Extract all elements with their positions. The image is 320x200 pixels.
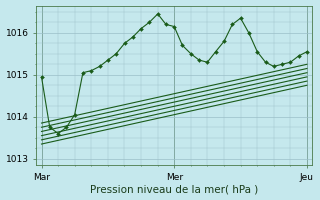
X-axis label: Pression niveau de la mer( hPa ): Pression niveau de la mer( hPa )	[90, 184, 258, 194]
